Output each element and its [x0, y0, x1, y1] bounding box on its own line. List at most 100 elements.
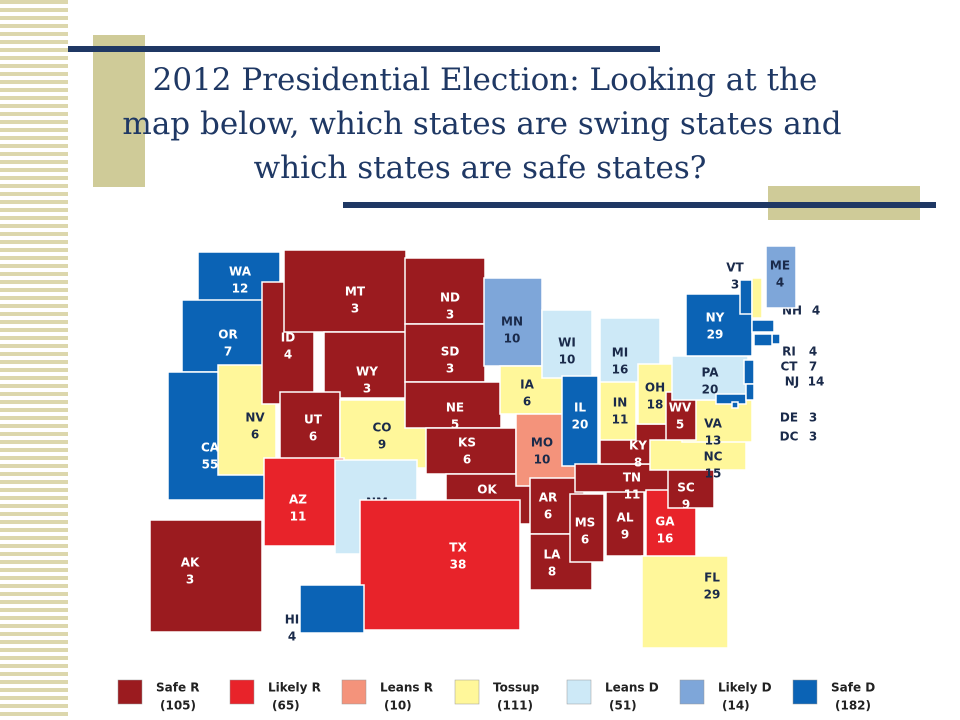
state-abbr: DE	[780, 411, 798, 425]
accent-block	[93, 35, 145, 187]
legend-swatch	[117, 679, 143, 705]
state-votes: 7	[809, 360, 817, 374]
state-abbr: TX	[449, 541, 467, 555]
state-abbr: PA	[702, 366, 720, 380]
state-abbr: AZ	[289, 493, 307, 507]
state-votes: 10	[808, 393, 825, 407]
state-abbr: OH	[645, 381, 665, 395]
legend-label: Safe R	[156, 681, 200, 695]
state-abbr: VA	[704, 417, 722, 431]
legend-swatch	[566, 679, 592, 705]
state-abbr: TN	[623, 471, 641, 485]
state-abbr: MS	[575, 516, 596, 530]
state-votes: 16	[657, 532, 674, 546]
state-abbr: DC	[780, 430, 799, 444]
state-abbr: NY	[706, 311, 725, 325]
legend-label: Tossup	[493, 681, 540, 695]
state-abbr: AK	[181, 556, 200, 570]
state-votes: 3	[731, 278, 739, 292]
state-votes: 38	[450, 558, 467, 572]
state-votes: 3	[809, 430, 817, 444]
state	[541, 309, 593, 379]
state-votes: 10	[559, 353, 576, 367]
state-votes: 11	[290, 510, 307, 524]
state	[605, 483, 645, 557]
state-abbr: MN	[501, 315, 523, 329]
state-abbr: KS	[458, 436, 476, 450]
state	[745, 383, 755, 401]
state	[765, 245, 797, 309]
state-abbr: AL	[617, 511, 634, 525]
legend-swatch	[792, 679, 818, 705]
state-votes: 6	[544, 508, 552, 522]
state	[641, 555, 729, 649]
state-abbr: SC	[677, 481, 695, 495]
state-votes: 20	[572, 418, 589, 432]
state-votes: 55	[202, 458, 219, 472]
state-abbr: NJ	[785, 375, 800, 389]
state	[569, 493, 605, 563]
state-votes: 6	[251, 428, 259, 442]
state-votes: 4	[284, 348, 292, 362]
state-abbr: GA	[655, 515, 675, 529]
state	[483, 277, 543, 367]
state-abbr: MI	[612, 346, 628, 360]
state-votes: 3	[186, 573, 194, 587]
state-votes: 4	[809, 345, 817, 359]
legend-swatch	[341, 679, 367, 705]
state-votes: 3	[351, 302, 359, 316]
state-votes: 7	[224, 345, 232, 359]
state-votes: 9	[378, 438, 386, 452]
state-abbr: OK	[477, 483, 497, 497]
state-abbr: IN	[613, 396, 628, 410]
state-votes: 5	[676, 418, 684, 432]
state-abbr: ND	[440, 291, 460, 305]
state-votes: 29	[707, 328, 724, 342]
state	[715, 393, 747, 405]
state-votes: 10	[504, 332, 521, 346]
state-abbr: UT	[304, 413, 323, 427]
us-map: WA12OR7CA55NV6ID4MT3WY3UT6CO9AZ11NM5ND3S…	[149, 245, 825, 649]
state-votes: 11	[808, 320, 825, 334]
state-abbr: IL	[574, 401, 586, 415]
state-abbr: LA	[544, 548, 562, 562]
state-abbr: NE	[446, 401, 464, 415]
state-votes: 8	[634, 456, 642, 470]
state	[731, 401, 739, 409]
state	[263, 457, 345, 547]
legend-count: (105)	[160, 699, 196, 713]
state-abbr: WV	[669, 401, 692, 415]
state-votes: 3	[446, 308, 454, 322]
state	[359, 499, 521, 631]
state	[685, 293, 753, 357]
legend-swatch	[454, 679, 480, 705]
title-line: map below, which states are swing states…	[122, 106, 841, 142]
state-votes: 8	[548, 565, 556, 579]
state-votes: 4	[288, 630, 296, 644]
state-votes: 9	[621, 528, 629, 542]
state-votes: 13	[705, 434, 722, 448]
legend-count: (10)	[384, 699, 412, 713]
state-votes: 20	[702, 383, 719, 397]
state-abbr: MD	[781, 393, 803, 407]
state	[404, 257, 486, 325]
state	[751, 277, 763, 319]
state-votes: 5	[451, 418, 459, 432]
legend-label: Leans D	[605, 681, 659, 695]
legend-swatch	[229, 679, 255, 705]
state	[425, 427, 517, 475]
state-votes: 11	[612, 413, 629, 427]
state-votes: 6	[463, 453, 471, 467]
state-votes: 12	[232, 282, 249, 296]
state-votes: 6	[523, 395, 531, 409]
state-abbr: WI	[558, 336, 576, 350]
state-abbr: CA	[201, 441, 220, 455]
state-votes: 16	[612, 363, 629, 377]
state-votes: 6	[581, 533, 589, 547]
state-abbr: VT	[726, 261, 744, 275]
legend-label: Safe D	[831, 681, 875, 695]
state-votes: 11	[624, 488, 641, 502]
state-abbr: CT	[781, 360, 799, 374]
state	[751, 319, 775, 333]
